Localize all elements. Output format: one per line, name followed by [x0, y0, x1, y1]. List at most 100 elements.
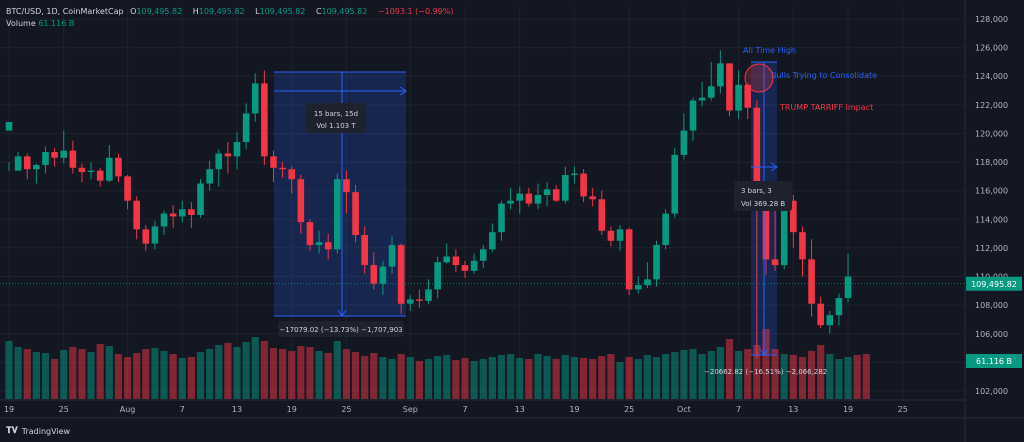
time-tick-label: 13: [788, 405, 798, 414]
volume-bar: [114, 354, 123, 399]
candle-body: [717, 63, 724, 87]
volume-bar: [260, 341, 268, 399]
volume-bar: [725, 339, 734, 399]
volume-bar: [716, 347, 724, 399]
candle-body: [261, 83, 268, 157]
tradingview-logo-icon: 𝐓𝐕: [6, 426, 18, 436]
volume-bar: [87, 352, 95, 399]
measure-vol-label: Vol 369.28 B: [741, 200, 785, 208]
measure-change-bg: [278, 321, 404, 337]
candle-body: [51, 152, 58, 158]
time-tick-label: 7: [180, 405, 185, 414]
time-axis[interactable]: 19 25 Aug 7 13 19 25 Sep 7 13 19 25 Oct 7 13 19 25: [0, 399, 1024, 419]
candle-body: [662, 213, 669, 246]
volume-bar: [342, 349, 351, 399]
candle-body: [370, 265, 378, 284]
candle-body: [379, 266, 387, 284]
price-tick-label: 114,000: [975, 215, 1008, 224]
symbol-label[interactable]: BTC/USD, 1D, CoinMarketCap: [6, 7, 124, 16]
volume-bar: [762, 329, 770, 399]
candle-body: [826, 315, 834, 326]
annotation-tariff: TRUMP TARRIFF Impact: [779, 103, 873, 112]
volume-bar: [196, 352, 205, 399]
candle-body: [443, 256, 451, 263]
candle-body: [516, 193, 524, 201]
candle-body: [680, 130, 688, 155]
volume-bar: [60, 350, 68, 399]
candle-body: [762, 210, 770, 260]
volume-bar: [844, 357, 852, 399]
volume-bar: [206, 349, 214, 399]
candle-body: [543, 189, 551, 195]
volume-bar: [23, 349, 31, 399]
arrow-head-icon: [759, 348, 769, 356]
volume-bar: [625, 357, 633, 399]
candle-body: [616, 229, 624, 241]
volume-bar: [51, 359, 59, 399]
volume-bar: [105, 346, 113, 399]
time-tick-label: 19: [287, 405, 297, 414]
candle-body: [343, 179, 350, 193]
price-tick-label: 108,000: [975, 301, 1008, 310]
candle-body: [771, 259, 779, 266]
candle-body: [315, 242, 323, 246]
footer-brand[interactable]: 𝐓𝐕 TradingView: [6, 426, 70, 436]
candle-body: [288, 169, 296, 180]
volume-bar: [370, 353, 378, 399]
volume-bar: [826, 354, 834, 399]
candle-body: [96, 170, 104, 181]
price-tick-label: 120,000: [975, 129, 1008, 138]
candle-body: [799, 232, 806, 260]
time-tick-label: 25: [341, 405, 351, 414]
candle-body: [571, 173, 578, 175]
volume-bar: [798, 357, 807, 399]
candles[interactable]: [5, 50, 852, 359]
volume-bar: [142, 349, 150, 399]
time-tick-label: 13: [232, 405, 242, 414]
candle-body: [489, 232, 496, 250]
volume-bar: [698, 354, 706, 399]
volume-bar: [497, 355, 506, 399]
candle-body: [388, 245, 396, 267]
annotation-consolidate: Bulls Trying to Consolidate: [771, 71, 877, 80]
volume-bar: [434, 356, 442, 399]
candle-body: [817, 303, 824, 326]
volume-bar: [479, 359, 487, 399]
time-tick-label: 25: [59, 405, 69, 414]
candle-body: [744, 84, 752, 108]
measure-change-label: −17079.02 (−13.73%) −1,707,903: [279, 326, 402, 334]
time-tick-label: Aug: [120, 405, 136, 414]
candle-body: [5, 122, 13, 131]
measure-vol-label: Vol 1.103 T: [316, 122, 356, 130]
volume-bar: [333, 341, 341, 399]
candle-body: [707, 86, 715, 98]
candle-body: [334, 179, 341, 250]
candle-body: [78, 167, 86, 173]
candle-body: [844, 276, 852, 298]
measure-bars-label: 3 bars, 3: [741, 187, 772, 195]
volume-bar: [178, 358, 186, 399]
volume-bar: [507, 354, 515, 399]
price-tick-label: 128,000: [975, 15, 1008, 24]
candle-body: [780, 200, 788, 266]
candle-body: [753, 107, 761, 211]
volume-bar: [470, 361, 478, 399]
candle-body: [625, 229, 633, 290]
volume-bar: [424, 359, 433, 399]
candle-body: [562, 174, 569, 201]
candle-body: [461, 265, 469, 271]
volume-bar: [306, 347, 314, 399]
candle-body: [324, 242, 332, 250]
volume-bar: [835, 359, 843, 399]
candle-body: [507, 200, 514, 204]
time-tick-label: Oct: [677, 405, 691, 414]
candle-body: [297, 179, 305, 223]
price-axis[interactable]: 128,000 126,000 124,000 122,000 120,000 118,0…: [964, 0, 1024, 442]
candle-body: [33, 164, 40, 170]
price-tick-label: 102,000: [975, 387, 1008, 396]
volume-bar: [598, 356, 606, 399]
candle-body: [352, 192, 359, 236]
time-tick-label: Sep: [403, 405, 418, 414]
volume-bar: [561, 355, 569, 399]
